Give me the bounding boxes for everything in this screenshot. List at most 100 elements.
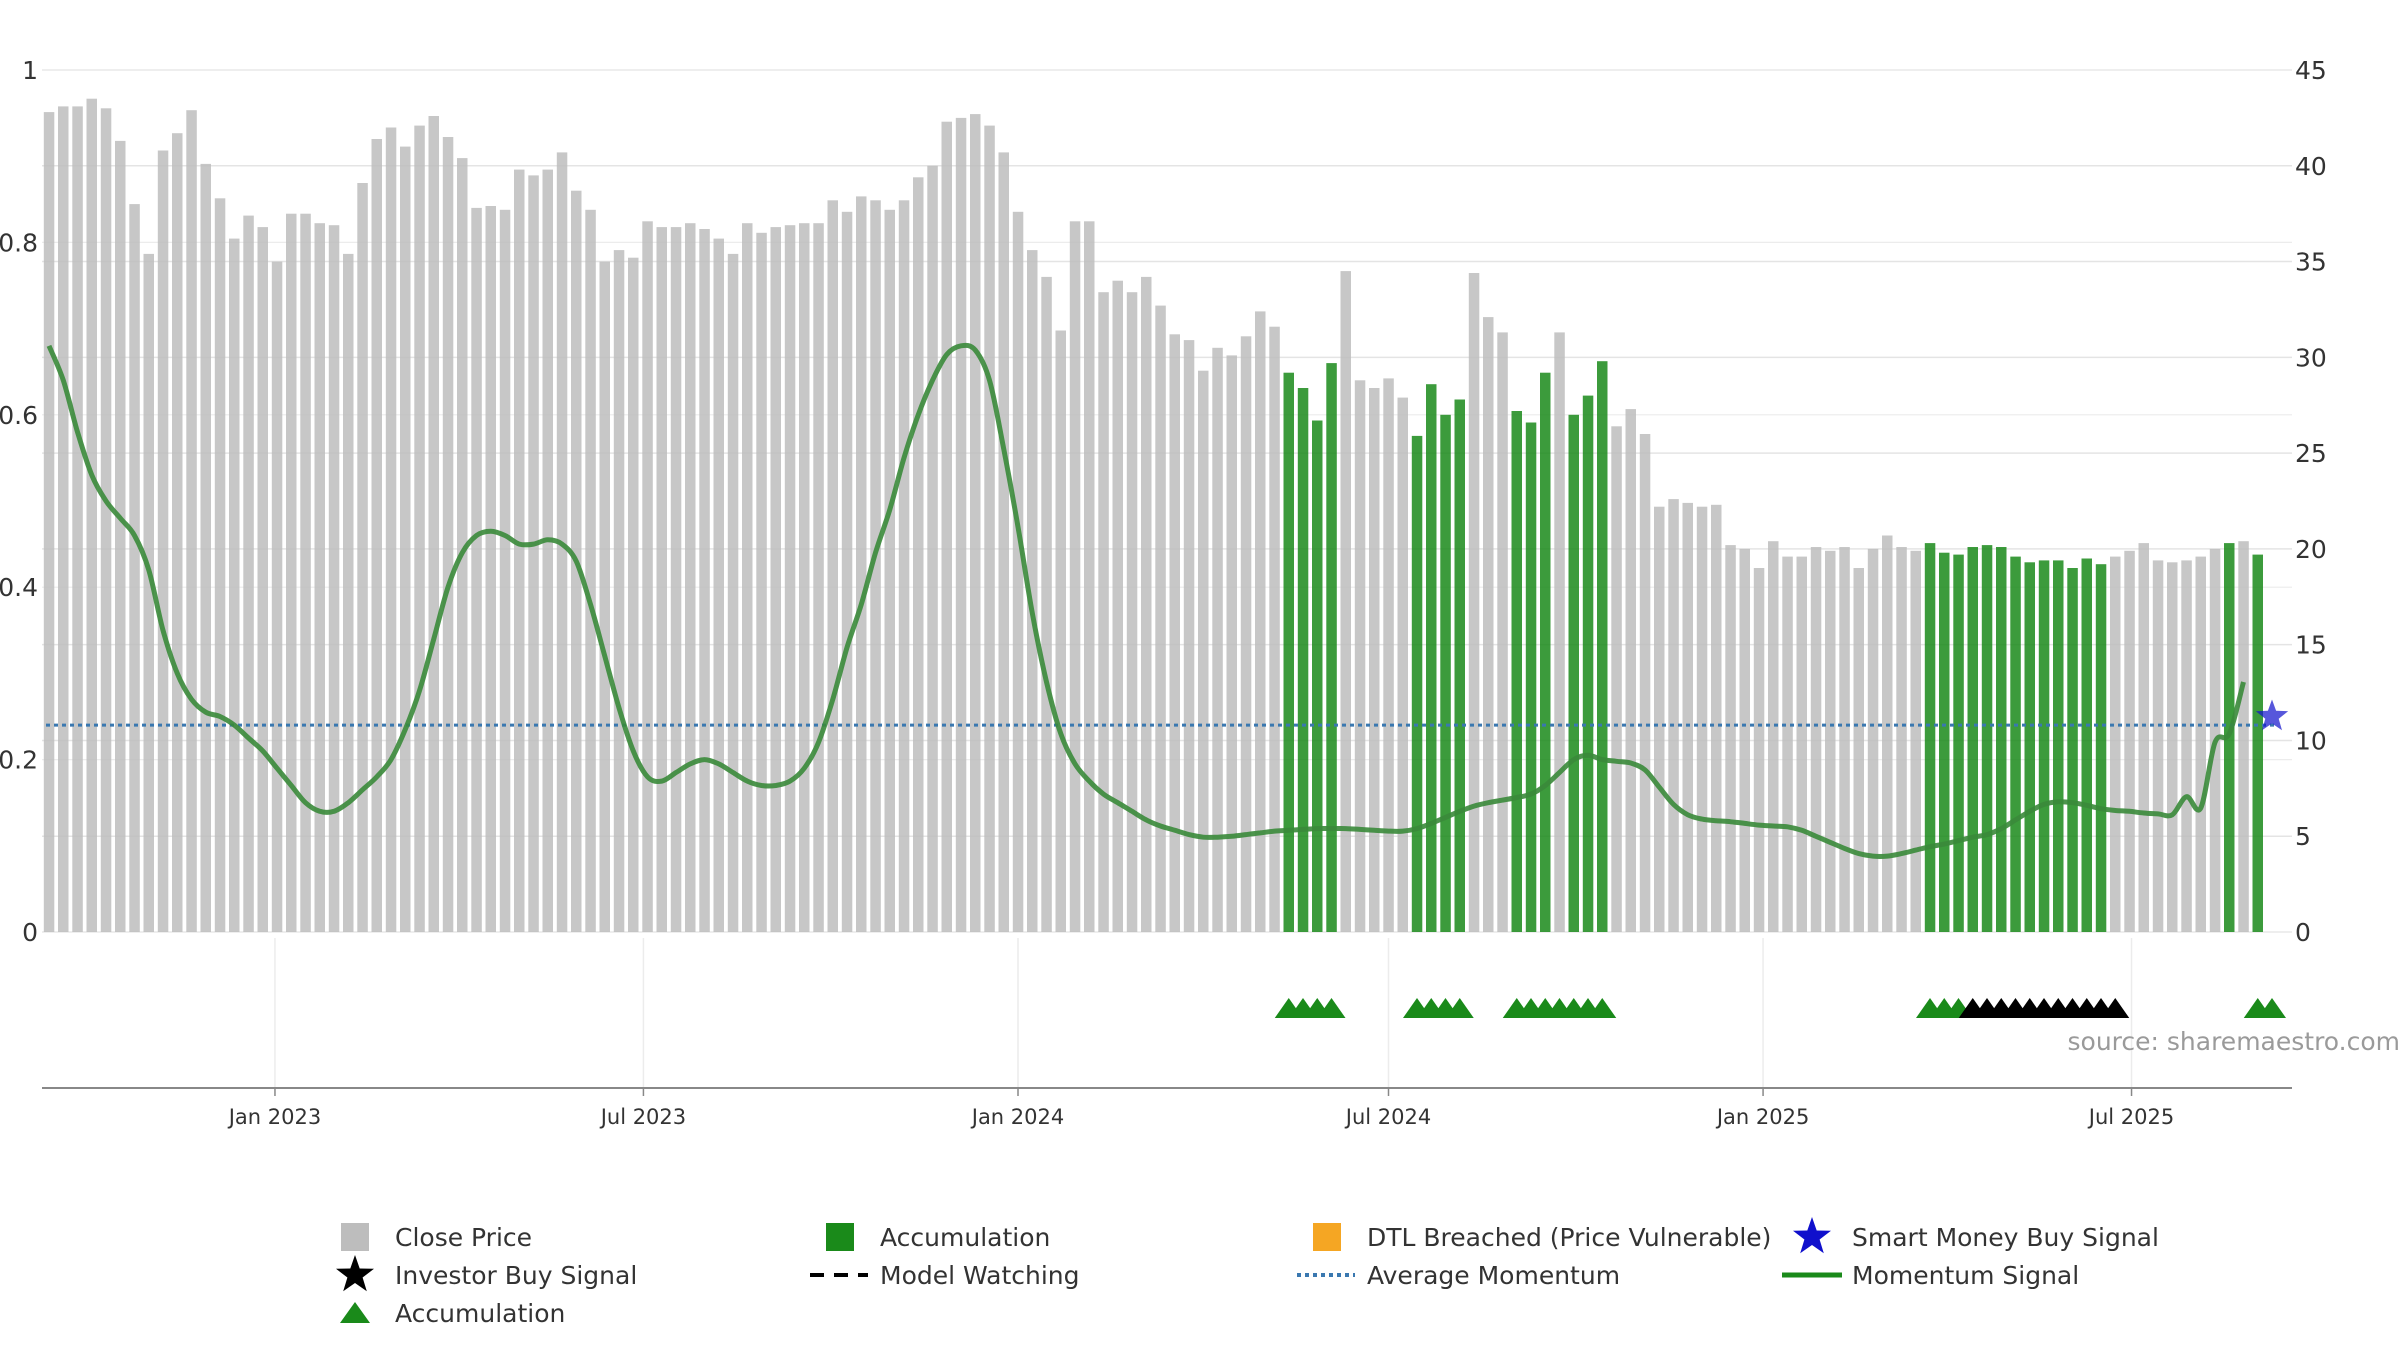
close-price-bar: [485, 206, 496, 932]
close-price-bar: [1041, 276, 1052, 932]
close-price-bar: [613, 250, 625, 933]
close-price-bar: [1027, 250, 1038, 933]
close-price-bar: [1696, 506, 1708, 932]
close-price-bar: [271, 261, 283, 933]
close-price-bar: [1867, 548, 1879, 932]
close-price-bar: [2195, 556, 2206, 932]
close-price-bar: [656, 227, 667, 933]
legend-item: Close Price: [341, 1223, 532, 1252]
accumulation-bar: [1426, 384, 1437, 932]
close-price-bar: [1725, 545, 1736, 932]
close-price-bar: [58, 106, 69, 932]
accumulation-marker: [1317, 998, 1346, 1018]
close-price-bar: [457, 158, 468, 933]
accumulation-bar: [1996, 547, 2007, 932]
close-price-bar: [1796, 556, 1807, 932]
close-price-bar: [229, 238, 240, 933]
close-price-bar: [998, 152, 1009, 932]
legend-item: Average Momentum: [1297, 1261, 1620, 1290]
tick-label-x: Jan 2025: [1715, 1105, 1810, 1129]
legend-label: Investor Buy Signal: [395, 1261, 637, 1290]
accumulation-bar: [1511, 411, 1522, 932]
close-price-bar: [1383, 378, 1394, 932]
tick-label-right: 20: [2295, 535, 2327, 564]
tick-label-x: Jul 2025: [2087, 1105, 2174, 1129]
accumulation-bar: [1297, 388, 1309, 932]
tick-label-right: 25: [2295, 439, 2327, 468]
close-price-bar: [599, 261, 610, 933]
close-price-bar: [955, 117, 967, 932]
close-price-bar: [827, 200, 838, 933]
close-price-bar: [2138, 543, 2149, 932]
close-price-bar: [400, 146, 411, 933]
accumulation-bar: [2081, 558, 2092, 932]
close-price-bar: [214, 198, 226, 933]
close-price-bar: [1012, 211, 1024, 933]
close-price-bar: [1896, 547, 1907, 932]
close-price-bar: [1112, 280, 1123, 932]
close-price-bar: [756, 232, 767, 933]
tick-label-left: 0.6: [0, 401, 38, 430]
close-price-bar: [1340, 271, 1351, 933]
price-bars: [43, 98, 2263, 933]
accumulation-bar: [1597, 361, 1608, 932]
close-price-bar: [642, 221, 653, 933]
close-price-bar: [2181, 560, 2192, 932]
close-price-bar: [1910, 550, 1921, 932]
close-price-bar: [115, 140, 126, 932]
close-price-bar: [286, 213, 297, 932]
close-price-bar: [172, 133, 183, 932]
close-price-bar: [742, 223, 753, 932]
close-price-bar: [1369, 388, 1380, 932]
close-price-bar: [1397, 397, 1408, 933]
close-price-bar: [542, 169, 553, 933]
close-price-bar: [1169, 334, 1180, 932]
close-price-bar: [770, 227, 781, 933]
legend: Close Price Accumulation DTL Breached (Pri…: [336, 1217, 2159, 1328]
close-price-bar: [1810, 547, 1822, 932]
close-price-bar: [913, 177, 924, 933]
tick-label-right: 0: [2295, 918, 2311, 947]
accumulation-bar: [1924, 543, 1936, 932]
close-price-bar: [585, 209, 596, 933]
accumulation-marker: [2258, 998, 2286, 1018]
close-price-bar: [328, 225, 340, 932]
close-price-bar: [1084, 221, 1095, 933]
close-price-bar: [2110, 556, 2121, 932]
close-price-bar: [1240, 336, 1252, 932]
legend-label: Close Price: [395, 1223, 532, 1252]
accumulation-bar: [1525, 422, 1537, 932]
close-price-bar: [1625, 409, 1636, 933]
close-price-bar: [1354, 380, 1366, 932]
smart-money-star: [2255, 699, 2289, 731]
tick-label-left: 0: [22, 918, 38, 947]
close-price-bar: [1468, 273, 1480, 932]
legend-label: Model Watching: [880, 1261, 1080, 1290]
close-price-bar: [2238, 541, 2249, 932]
accumulation-bar: [1440, 414, 1451, 932]
close-price-bar: [941, 121, 952, 932]
legend-item: Momentum Signal: [1782, 1261, 2079, 1290]
accumulation-bar: [2038, 560, 2050, 932]
close-price-bar: [813, 223, 824, 932]
close-price-bar: [1497, 332, 1508, 932]
tick-label-left: 1: [22, 56, 38, 85]
accumulation-bar: [2095, 564, 2107, 932]
close-price-bar: [1768, 541, 1779, 932]
legend-triangle-icon: [340, 1302, 370, 1323]
legend-label: Smart Money Buy Signal: [1852, 1223, 2159, 1252]
tick-label-x: Jul 2024: [1344, 1105, 1431, 1129]
tick-label-right: 15: [2295, 631, 2327, 660]
close-price-bar: [799, 223, 810, 932]
accumulation-bar: [2053, 560, 2064, 932]
momentum-signal-line: [46, 342, 2246, 859]
tick-label-right: 5: [2295, 822, 2311, 851]
close-price-bar: [1753, 568, 1765, 932]
close-price-bar: [1069, 221, 1081, 933]
close-price-bar: [1183, 340, 1195, 933]
legend-label: Accumulation: [395, 1299, 565, 1328]
close-price-bar: [200, 163, 211, 932]
legend-square-icon: [1313, 1223, 1341, 1251]
tick-label-right: 10: [2295, 726, 2327, 755]
